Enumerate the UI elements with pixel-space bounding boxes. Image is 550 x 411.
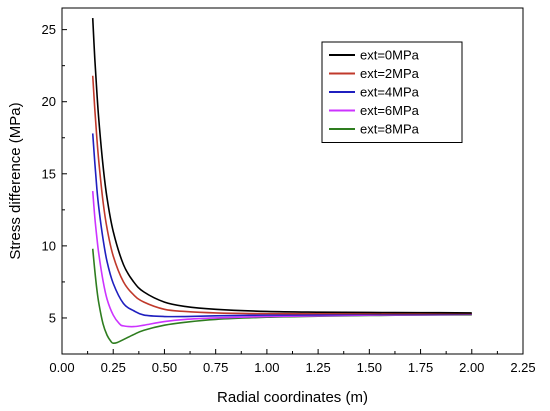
series-line <box>91 18 472 314</box>
series-line <box>91 133 472 318</box>
y-tick-label: 5 <box>49 310 56 325</box>
x-tick-label: 1.00 <box>254 360 279 375</box>
x-tick-label: 0.25 <box>101 360 126 375</box>
y-tick-label: 25 <box>42 22 56 37</box>
series-layer <box>91 18 472 345</box>
x-axis: 0.00 0.25 0.50 0.75 1.00 1.25 1.50 1.75 2.00 2.25 <box>49 349 536 375</box>
legend-label: ext=2MPa <box>360 66 420 81</box>
series-line <box>91 75 472 315</box>
x-tick-label: 1.25 <box>305 360 330 375</box>
x-tick-label: 2.00 <box>459 360 484 375</box>
x-tick-label: 0.75 <box>203 360 228 375</box>
series-line <box>91 191 472 328</box>
x-tick-label: 1.50 <box>357 360 382 375</box>
legend: ext=0MPa ext=2MPa ext=4MPa ext=6MPa ext=8MPa <box>321 41 463 143</box>
legend-label: ext=6MPa <box>360 103 420 118</box>
x-tick-label: 0.00 <box>49 360 74 375</box>
legend-label: ext=0MPa <box>360 48 420 63</box>
x-tick-label: 2.25 <box>510 360 535 375</box>
y-axis-title: Stress difference (MPa) <box>7 102 24 259</box>
x-axis-title: Radial coordinates (m) <box>217 389 368 406</box>
y-axis: 5 10 15 20 25 <box>42 22 67 355</box>
y-tick-label: 15 <box>42 166 56 181</box>
y-tick-label: 10 <box>42 238 56 253</box>
legend-label: ext=8MPa <box>360 122 420 137</box>
y-tick-label: 20 <box>42 94 56 109</box>
legend-label: ext=4MPa <box>360 85 420 100</box>
x-tick-label: 1.75 <box>408 360 433 375</box>
x-tick-label: 0.50 <box>152 360 177 375</box>
